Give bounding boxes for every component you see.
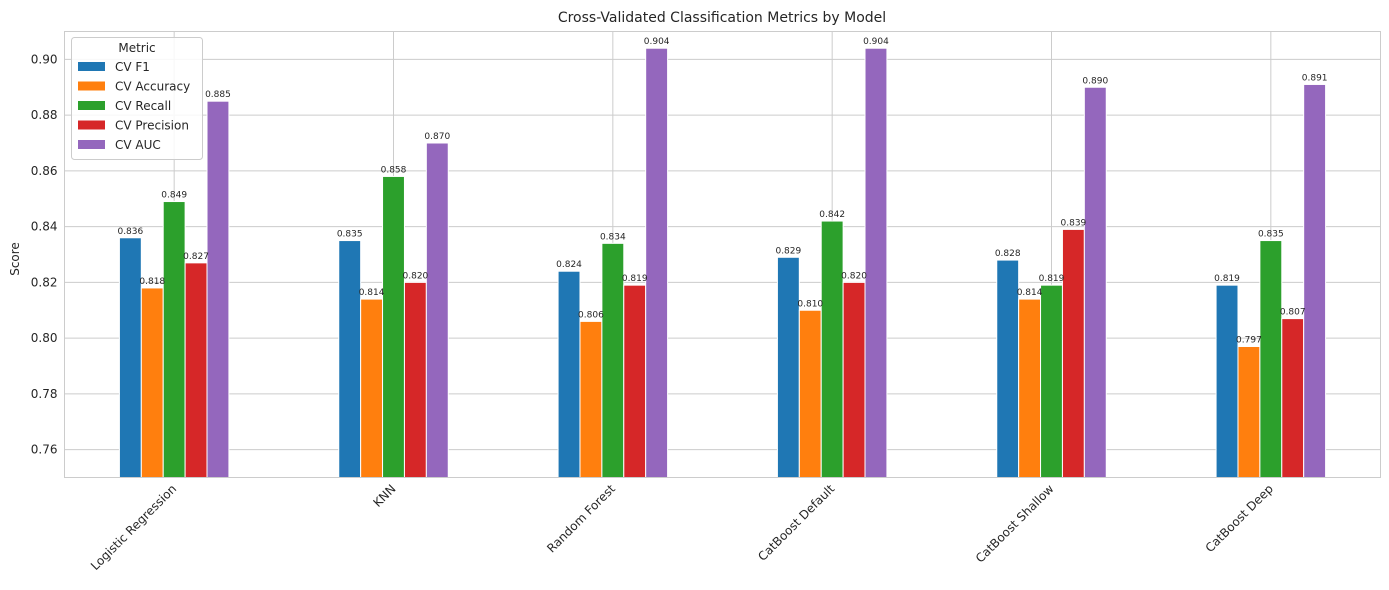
bar [338, 240, 362, 478]
data-label: 0.890 [1082, 76, 1108, 86]
bar [1259, 240, 1283, 478]
bar [1061, 228, 1085, 478]
data-label: 0.885 [205, 90, 231, 100]
bar [1040, 284, 1063, 478]
y-tick-label: 0.88 [31, 108, 58, 122]
x-tick-label: Logistic Regression [88, 482, 179, 573]
y-tick-label: 0.84 [31, 220, 58, 234]
data-label: 0.818 [139, 277, 165, 287]
legend-label: CV Precision [115, 119, 189, 133]
data-label: 0.858 [381, 165, 407, 175]
bar [864, 47, 888, 478]
bars [118, 47, 1327, 479]
bar [579, 320, 603, 478]
x-axis-ticks: Logistic Regression KNN Random Forest CatBo… [88, 482, 1276, 573]
bar [1303, 83, 1327, 479]
legend-swatch [78, 120, 105, 130]
data-label: 0.870 [424, 132, 450, 142]
x-tick-label: CatBoost Deep [1203, 482, 1276, 555]
bar [1083, 86, 1107, 478]
data-label: 0.820 [403, 271, 429, 281]
bar [645, 47, 669, 478]
data-label: 0.814 [359, 288, 385, 298]
x-tick-label: CatBoost Shallow [973, 482, 1057, 566]
data-label: 0.839 [1061, 218, 1087, 228]
bar [360, 298, 384, 478]
legend: Metric CV F1 CV Accuracy CV Recall CV Preci… [71, 37, 203, 160]
bar [1281, 318, 1305, 478]
data-label: 0.827 [183, 252, 209, 262]
legend-title: Metric [118, 41, 155, 55]
data-label: 0.814 [1017, 288, 1043, 298]
y-tick-label: 0.90 [31, 52, 58, 66]
bar [382, 175, 405, 478]
data-label: 0.797 [1236, 335, 1262, 345]
data-label: 0.835 [337, 230, 363, 240]
bar [842, 281, 866, 478]
y-tick-label: 0.80 [31, 331, 58, 345]
y-tick-label: 0.76 [31, 443, 58, 457]
y-tick-label: 0.78 [31, 387, 58, 401]
bar [140, 287, 164, 479]
y-axis-ticks: 0.76 0.78 0.80 0.82 0.84 0.86 0.88 0.90 [31, 52, 58, 456]
bar [1018, 298, 1042, 478]
y-tick-label: 0.82 [31, 275, 58, 289]
legend-label: CV Recall [115, 99, 171, 113]
data-label: 0.904 [863, 37, 889, 47]
data-label: 0.810 [797, 299, 823, 309]
bar [557, 270, 581, 478]
x-tick-label: Random Forest [544, 482, 618, 556]
y-tick-label: 0.86 [31, 164, 58, 178]
bar [1215, 284, 1239, 478]
bar [425, 142, 449, 478]
data-label: 0.836 [117, 227, 143, 237]
bar [623, 284, 647, 478]
data-label: 0.842 [819, 210, 845, 220]
x-tick-label: KNN [370, 482, 398, 510]
data-label: 0.824 [556, 260, 582, 270]
legend-swatch [78, 81, 105, 91]
bar [118, 237, 142, 478]
legend-swatch [78, 140, 105, 149]
bar [1237, 345, 1261, 478]
legend-label: CV AUC [115, 138, 161, 152]
bar [798, 309, 822, 478]
plot-area-border [64, 31, 1381, 478]
legend-swatch [78, 101, 105, 110]
grid-lines [64, 31, 1381, 478]
bar [403, 281, 427, 478]
data-label: 0.807 [1280, 308, 1306, 318]
bar [184, 262, 208, 478]
data-label: 0.828 [995, 249, 1021, 259]
legend-swatch [78, 62, 105, 71]
data-label: 0.806 [578, 310, 604, 320]
data-label: 0.904 [644, 37, 670, 47]
data-label: 0.835 [1258, 230, 1284, 240]
bar [601, 242, 625, 478]
data-label: 0.834 [600, 232, 626, 242]
x-tick-label: CatBoost Default [755, 482, 837, 564]
chart-title: Cross-Validated Classification Metrics b… [558, 10, 886, 26]
data-labels: 0.836 0.835 0.824 0.829 0.828 0.819 0.818 0.814… [117, 37, 1327, 345]
bar [996, 259, 1020, 479]
bar [776, 256, 800, 478]
legend-label: CV Accuracy [115, 80, 190, 94]
bar [162, 201, 186, 478]
data-label: 0.829 [775, 246, 801, 256]
data-label: 0.820 [841, 271, 867, 281]
legend-label: CV F1 [115, 60, 150, 74]
bar [820, 220, 844, 479]
data-label: 0.819 [622, 274, 648, 284]
y-axis-label: Score [8, 242, 22, 276]
data-label: 0.849 [161, 191, 187, 201]
data-label: 0.891 [1302, 73, 1328, 83]
data-label: 0.819 [1214, 274, 1240, 284]
bar [206, 100, 230, 478]
data-label: 0.819 [1039, 274, 1065, 284]
